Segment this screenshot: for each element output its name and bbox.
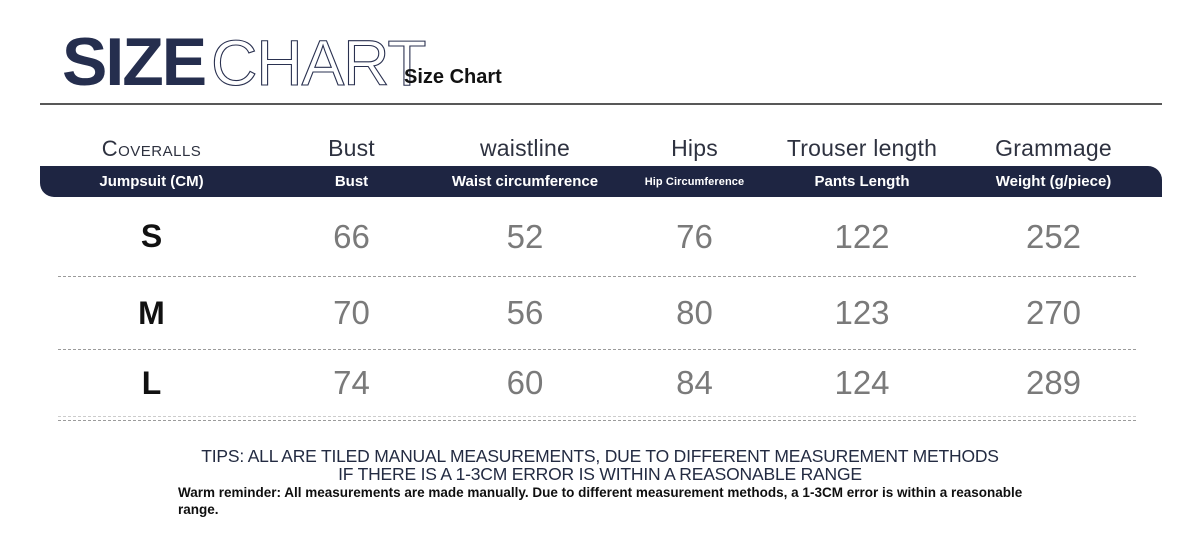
value-waist: 60 (506, 364, 544, 401)
table-bottom-divider (40, 416, 1162, 421)
value-hips: 80 (676, 294, 713, 331)
value-bust: 70 (333, 294, 370, 331)
brand-logo: SIZECHART (62, 27, 427, 99)
value-pants-length: 124 (834, 364, 890, 401)
table-top-label-row: Coveralls Bust waistline Hips Trouser le… (40, 128, 1162, 166)
header-pants-length: Pants Length (814, 173, 910, 190)
value-bust: 74 (333, 364, 370, 401)
value-weight: 252 (1025, 217, 1082, 255)
row-divider (58, 276, 1136, 277)
logo-word-size: SIZE (62, 24, 207, 100)
size-label: M (138, 294, 165, 331)
table-header-bar: Jumpsuit (CM) Bust Waist circumference H… (40, 166, 1162, 197)
value-weight: 270 (1025, 294, 1082, 331)
warm-reminder: Warm reminder: All measurements are made… (178, 485, 1038, 518)
header-divider (40, 103, 1162, 105)
value-waist: 52 (506, 217, 544, 255)
top-label-waistline: waistline (479, 135, 570, 161)
warm-reminder-line-1: Warm reminder: All measurements are made… (178, 485, 1023, 500)
table-row-s: S 66 52 76 122 252 (40, 197, 1162, 276)
value-weight: 289 (1025, 364, 1082, 401)
row-divider (58, 416, 1136, 417)
top-label-bust: Bust (328, 135, 375, 161)
value-pants-length: 122 (834, 217, 890, 255)
page-title: Size Chart (404, 66, 502, 88)
header-waist-circumference: Waist circumference (451, 173, 599, 190)
top-label-trouser-length: Trouser length (786, 135, 938, 161)
tips-block: TIPS: ALL ARE TILED MANUAL MEASUREMENTS,… (0, 447, 1200, 483)
value-pants-length: 123 (834, 294, 890, 331)
size-table: Coveralls Bust waistline Hips Trouser le… (40, 128, 1162, 421)
size-label: S (140, 218, 163, 254)
row-divider (58, 349, 1136, 350)
table-row-m: M 70 56 80 123 270 (40, 277, 1162, 349)
header-hip-circumference: Hip Circumference (644, 175, 745, 188)
logo-word-chart: CHART (211, 27, 427, 99)
header-weight: Weight (g/piece) (995, 173, 1112, 190)
row-divider (58, 420, 1136, 421)
top-label-grammage: Grammage (995, 135, 1112, 161)
warm-reminder-line-2: range. (178, 501, 219, 517)
size-label: L (141, 364, 162, 401)
header-jumpsuit-cm: Jumpsuit (CM) (99, 173, 204, 190)
tips-line-2: IF THERE IS A 1-3CM ERROR IS WITHIN A RE… (338, 464, 862, 484)
value-waist: 56 (506, 294, 544, 331)
header-bust: Bust (334, 173, 369, 190)
value-bust: 66 (333, 217, 370, 255)
value-hips: 84 (676, 364, 713, 401)
tips-line-1: TIPS: ALL ARE TILED MANUAL MEASUREMENTS,… (201, 446, 999, 466)
top-label-hips: Hips (671, 135, 718, 161)
top-label-coveralls: Coveralls (101, 136, 202, 161)
table-row-l: L 74 60 84 124 289 (40, 350, 1162, 416)
value-hips: 76 (676, 217, 713, 255)
